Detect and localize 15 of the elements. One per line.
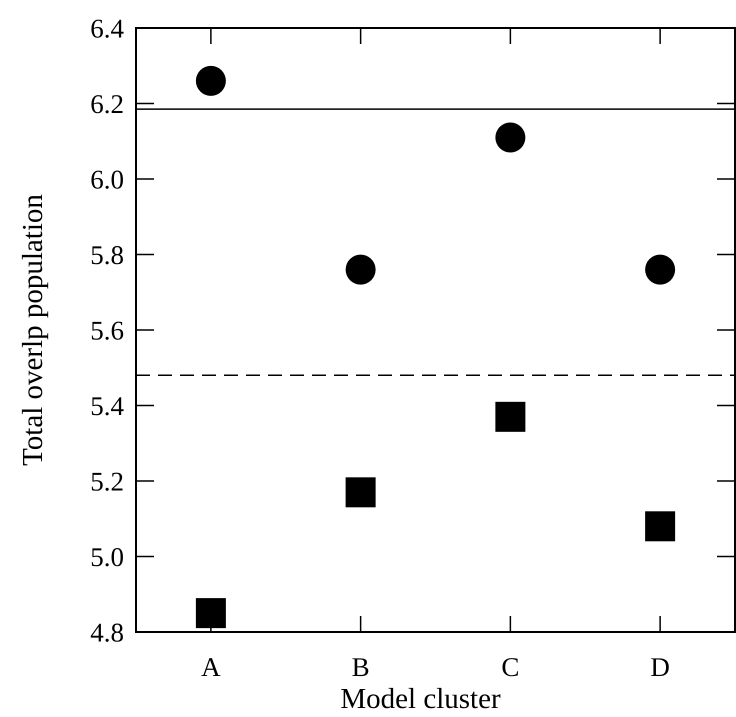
y-tick-label: 6.2 (90, 88, 124, 119)
x-tick-label: A (201, 652, 222, 682)
y-axis-title: Total overlp population (17, 194, 49, 466)
x-tick-label: B (352, 652, 370, 682)
y-tick-label: 5.6 (90, 315, 124, 346)
x-tick-label: C (501, 652, 520, 682)
y-tick-label: 6.0 (90, 164, 124, 194)
y-tick-label: 5.4 (90, 390, 124, 421)
y-tick-label: 6.4 (90, 13, 124, 44)
y-tick-label: 5.8 (90, 240, 124, 270)
y-tick-label: 5.0 (90, 542, 124, 572)
y-tick-label: 4.8 (90, 617, 124, 648)
y-tick-label: 5.2 (90, 466, 124, 496)
x-tick-label: D (650, 652, 670, 682)
x-axis-title: Model cluster (340, 683, 501, 715)
